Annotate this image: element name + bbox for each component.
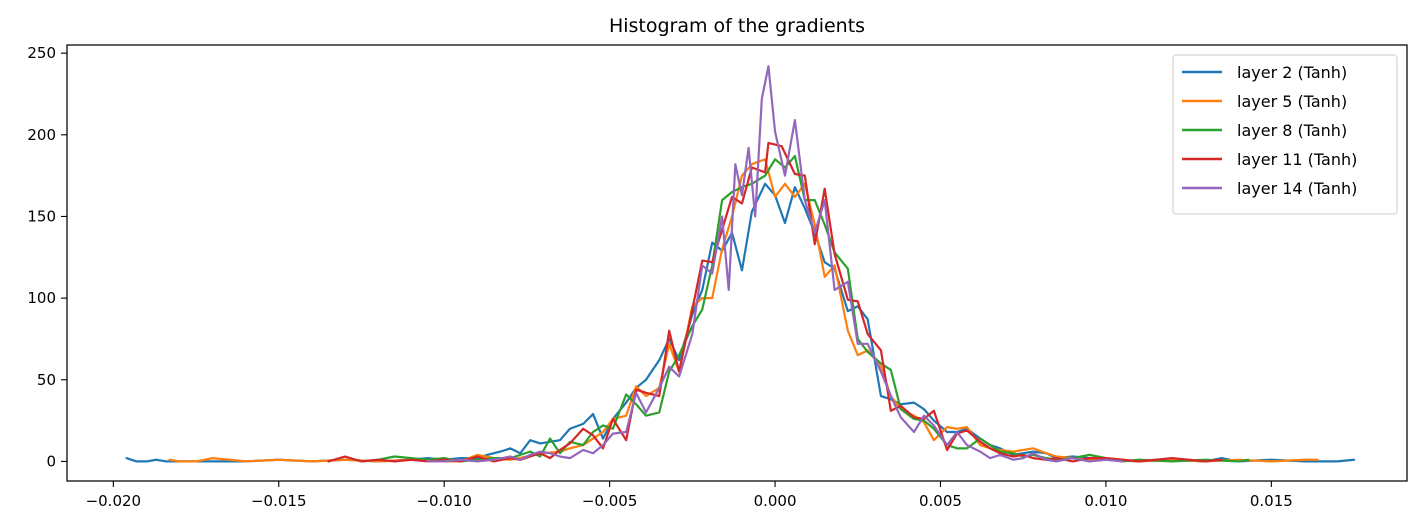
x-tick-label: 0.000 — [754, 492, 797, 510]
legend: layer 2 (Tanh) layer 5 (Tanh) layer 8 (Tan… — [1172, 54, 1398, 215]
x-tick-label: −0.015 — [251, 492, 307, 510]
x-tick-label: 0.010 — [1084, 492, 1127, 510]
y-axis: 0 50 100 150 200 250 — [27, 44, 67, 470]
x-axis: −0.020 −0.015 −0.010 −0.005 0.000 0.005 0.010 0… — [86, 481, 1293, 510]
legend-label: layer 5 (Tanh) — [1237, 92, 1347, 111]
legend-label: layer 14 (Tanh) — [1237, 179, 1357, 198]
legend-box — [1172, 54, 1398, 215]
legend-label: layer 2 (Tanh) — [1237, 63, 1347, 82]
x-tick-label: −0.005 — [582, 492, 638, 510]
x-tick-label: −0.020 — [86, 492, 142, 510]
y-tick-label: 250 — [27, 44, 56, 62]
y-tick-label: 0 — [46, 452, 56, 470]
x-tick-label: 0.015 — [1250, 492, 1293, 510]
legend-label: layer 11 (Tanh) — [1237, 150, 1357, 169]
chart-title: Histogram of the gradients — [609, 15, 865, 37]
x-tick-label: 0.005 — [919, 492, 962, 510]
y-tick-label: 200 — [27, 126, 56, 144]
series-layer — [125, 65, 1356, 463]
y-tick-label: 100 — [27, 289, 56, 307]
x-tick-label: −0.010 — [416, 492, 472, 510]
y-tick-label: 150 — [27, 207, 56, 225]
series-line-5 — [426, 65, 1124, 463]
plot-frame — [66, 44, 1408, 482]
y-tick-label: 50 — [37, 371, 56, 389]
legend-label: layer 8 (Tanh) — [1237, 121, 1347, 140]
